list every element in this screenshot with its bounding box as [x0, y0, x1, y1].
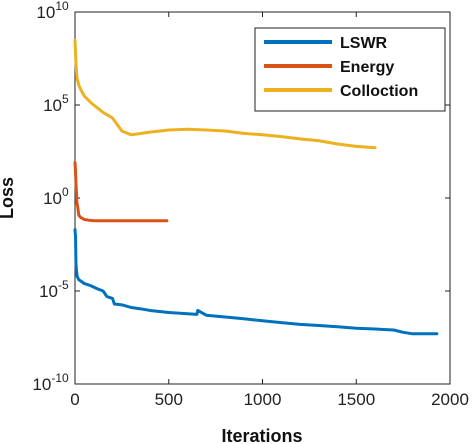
y-tick-label: 1010	[36, 0, 69, 22]
y-tick-base: 10	[43, 189, 62, 208]
legend: LSWR Energy Colloction	[254, 27, 446, 112]
legend-label: Energy	[340, 59, 394, 76]
y-axis-title: Loss	[0, 177, 17, 219]
series-line-collocation	[73, 38, 377, 150]
y-tick-label: 10-10	[32, 371, 69, 394]
y-tick-base: 10	[36, 3, 55, 22]
x-tick-label: 2000	[431, 390, 469, 409]
legend-label: Colloction	[340, 83, 418, 100]
y-tick-exponent: 0	[62, 185, 69, 199]
y-tick-exponent: -10	[51, 371, 69, 385]
x-axis-ticks: 0 500 1000 1500 2000	[70, 12, 469, 409]
y-tick-exponent: -5	[58, 278, 69, 292]
y-tick-base: 10	[43, 96, 62, 115]
series-layer	[73, 38, 439, 336]
x-tick-label: 500	[155, 390, 183, 409]
x-axis-title: Iterations	[221, 426, 302, 444]
legend-items: LSWR Energy Colloction	[264, 35, 418, 100]
y-tick-label: 105	[43, 92, 69, 115]
x-tick-label: 1500	[337, 390, 375, 409]
series-line-lswr	[73, 228, 439, 336]
y-tick-base: 10	[39, 282, 58, 301]
y-tick-base: 10	[32, 375, 51, 394]
series-line-energy	[73, 161, 169, 223]
y-tick-label: 10-5	[39, 278, 69, 301]
y-tick-exponent: 5	[62, 92, 69, 106]
y-tick-exponent: 10	[55, 0, 69, 13]
x-tick-label: 0	[70, 390, 79, 409]
y-tick-label: 100	[43, 185, 69, 208]
legend-label: LSWR	[340, 35, 388, 52]
x-tick-label: 1000	[244, 390, 282, 409]
